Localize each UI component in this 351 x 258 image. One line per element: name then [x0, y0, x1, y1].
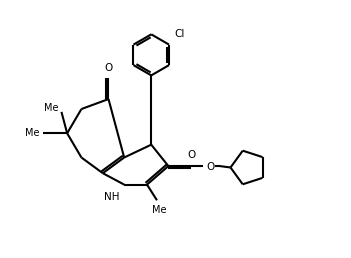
- Text: Me: Me: [25, 128, 40, 138]
- Text: Me: Me: [44, 103, 59, 112]
- Text: Me: Me: [152, 205, 166, 215]
- Text: O: O: [206, 162, 214, 172]
- Text: NH: NH: [104, 192, 120, 202]
- Text: O: O: [188, 150, 196, 160]
- Text: Cl: Cl: [174, 29, 185, 39]
- Text: O: O: [104, 63, 113, 73]
